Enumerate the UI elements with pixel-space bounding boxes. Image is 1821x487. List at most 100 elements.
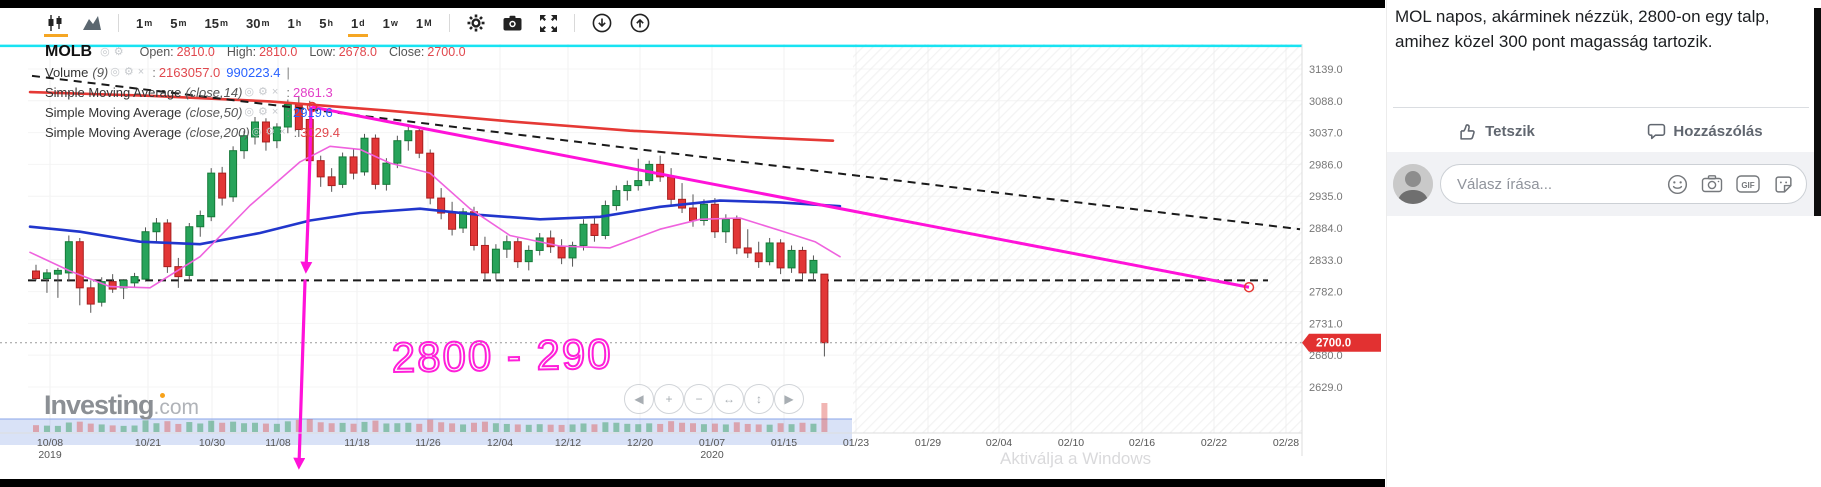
letterbox-top [0, 0, 1385, 8]
date-axis-label: 01/23 [843, 437, 869, 449]
price-axis[interactable]: 3139.0 3088.0 3037.0 2986.0 2935.0 2884.0 2833… [1302, 64, 1381, 394]
visibility-icon[interactable]: ◎ [100, 45, 110, 58]
price-axis-label: 3139.0 [1309, 64, 1343, 76]
visibility-icon[interactable]: ◎ [251, 125, 262, 138]
settings-icon[interactable]: ⚙ [258, 105, 268, 118]
indicator-row: Simple Moving Average (close,50) ◎ ⚙ ×:2919.… [45, 104, 333, 120]
like-button[interactable]: Tetszik [1393, 112, 1601, 150]
sma-line-sma-50[interactable] [28, 199, 842, 246]
settings-icon[interactable]: ⚙ [265, 125, 276, 138]
indicator-row: Simple Moving Average (close,14) ◎ ⚙ ×:2861.… [45, 84, 333, 100]
ohlc-item: Low: 2678.0 [309, 45, 377, 59]
timeframe-30m[interactable]: 30 m [245, 15, 270, 31]
remove-icon[interactable]: × [271, 105, 279, 118]
reply-row: Válasz írása... GIF [1387, 152, 1815, 216]
date-axis-label: 01/29 [915, 437, 941, 449]
price-axis-label: 2884.0 [1309, 223, 1343, 235]
indicator-row: Volume (9) ◎ ⚙ ×:2163057.0 990223.4 | [45, 64, 290, 80]
comment-button[interactable]: Hozzászólás [1601, 112, 1809, 150]
chart-canvas[interactable]: 2800 - 290 3139.0 3088.0 3037.0 2986.0 2935.0… [0, 38, 1385, 487]
ohlc-item: Open: 2810.0 [139, 45, 215, 59]
date-axis-label: 11/08 [265, 437, 291, 449]
toolbar-divider [448, 14, 450, 32]
settings-icon [467, 14, 485, 32]
date-axis-label: 01/07 [699, 437, 725, 449]
price-axis-label: 2731.0 [1309, 318, 1343, 330]
zoom-y-button[interactable]: ↕ [744, 384, 774, 414]
save-chart-button[interactable] [583, 11, 621, 35]
date-axis-label: 11/26 [415, 437, 441, 449]
visibility-icon[interactable]: ◎ [110, 65, 120, 78]
visibility-icon[interactable]: ◎ [244, 85, 255, 98]
last-price-tag [1302, 333, 1381, 352]
date-axis-label: 02/22 [1201, 437, 1227, 449]
remove-icon[interactable]: × [279, 125, 286, 138]
gif-icon[interactable]: GIF [1736, 175, 1760, 193]
screenshot-button[interactable] [494, 11, 531, 35]
screenshot-icon [503, 15, 522, 31]
pan-left-button[interactable]: ◀ [624, 384, 654, 414]
comment-text: MOL napos, akárminek nézzük, 2800-on egy… [1395, 7, 1770, 51]
zoom-out-button[interactable]: − [684, 384, 714, 414]
area-chart-icon [83, 16, 101, 30]
trendline-0[interactable] [31, 74, 1301, 231]
scrollbar-thumb[interactable] [1814, 8, 1821, 216]
timeframe-15m[interactable]: 15 m [204, 15, 228, 31]
price-axis-label: 2782.0 [1309, 287, 1343, 299]
price-axis-label: 3088.0 [1309, 96, 1343, 108]
date-axis-label: 10/21 [135, 437, 161, 449]
candlestick-style-button[interactable] [38, 11, 74, 37]
visibility-icon[interactable]: ◎ [244, 105, 255, 118]
settings-icon[interactable]: ⚙ [258, 85, 268, 98]
emoji-icon[interactable] [1667, 174, 1688, 195]
trendline-handle[interactable] [1243, 281, 1255, 293]
fullscreen-button[interactable] [531, 11, 566, 35]
sma-line-sma-200[interactable] [28, 90, 835, 142]
remove-icon[interactable]: × [137, 65, 145, 78]
sticker-icon[interactable] [1773, 174, 1794, 195]
avatar[interactable] [1393, 164, 1433, 204]
indicator-name: Volume (9) [45, 64, 109, 80]
toolbar-divider [573, 14, 575, 32]
logo-text: Investing [44, 390, 155, 420]
remove-icon[interactable]: × [271, 85, 279, 98]
load-chart-button[interactable] [621, 11, 659, 35]
zoom-x-button[interactable]: ↔ [714, 384, 744, 414]
date-axis-label: 02/10 [1058, 437, 1084, 449]
indicator-name: Simple Moving Average (close,14) [45, 84, 243, 100]
settings-button[interactable] [458, 11, 494, 35]
date-axis-label: 11/18 [344, 437, 370, 449]
date-axis-label: 10/08 [37, 437, 63, 449]
drawn-arrow[interactable] [300, 106, 313, 274]
price-axis-label: 2986.0 [1309, 159, 1343, 171]
settings-icon[interactable]: ⚙ [123, 65, 134, 78]
like-label: Tetszik [1485, 122, 1535, 140]
area-style-button[interactable] [74, 11, 110, 35]
trendline-1[interactable] [311, 105, 1250, 289]
handwritten-annotation[interactable]: 2800 - 290 [390, 329, 614, 382]
drawn-arrow[interactable] [293, 279, 307, 470]
pan-right-button[interactable]: ▶ [774, 384, 804, 414]
reply-placeholder: Válasz írása... [1457, 175, 1553, 193]
settings-icon[interactable]: ⚙ [113, 45, 124, 58]
sma-line-sma-14[interactable] [29, 145, 841, 289]
chart-legend: MOLB ◎ ⚙ Open: 2810.0 High: 2810.0 Low: 2678.… [45, 42, 466, 142]
ohlc-item: Close: 2700.0 [388, 45, 466, 59]
investing-logo: Investing.com [44, 390, 200, 420]
indicator-row: Simple Moving Average (close,200) ◎ ⚙ ×:3029… [45, 124, 340, 140]
navigator-band[interactable] [0, 419, 852, 445]
panel-actions: Tetszik Hozzászólás [1393, 112, 1809, 150]
symbol-row: MOLB ◎ ⚙ Open: 2810.0 High: 2810.0 Low: 2678.… [45, 42, 466, 62]
reply-input[interactable]: Válasz írása... GIF [1440, 164, 1807, 204]
zoom-in-button[interactable]: + [654, 384, 684, 414]
camera-icon[interactable] [1701, 174, 1723, 194]
